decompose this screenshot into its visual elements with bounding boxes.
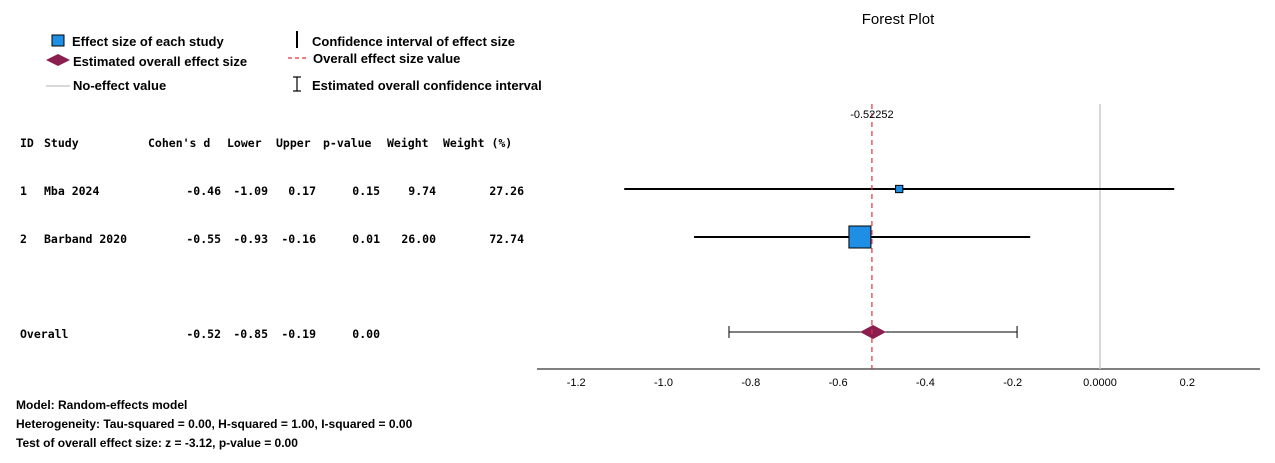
legend-ci: Confidence interval of effect size — [312, 34, 515, 49]
x-tick-label: 0.0000 — [1083, 377, 1117, 389]
legend-overall-marker — [46, 54, 70, 66]
row-cohens-d: -0.55 — [186, 232, 221, 246]
legend-effect-size-marker — [51, 34, 65, 47]
row-cohens-d: -0.46 — [186, 184, 221, 198]
x-tick-label: -0.6 — [829, 377, 848, 389]
legend-estimated-overall-ci: Estimated overall confidence interval — [312, 78, 542, 93]
x-tick-label: -0.4 — [916, 377, 935, 389]
overall-effect-marker — [860, 325, 887, 339]
overall-p-value: 0.00 — [352, 327, 380, 341]
legend-markers — [46, 34, 70, 87]
row-lower: -0.93 — [233, 232, 268, 246]
x-tick-label: 0.2 — [1180, 377, 1195, 389]
row-study: Mba 2024 — [44, 184, 100, 198]
overall-upper: -0.19 — [281, 327, 316, 341]
x-tick-label: -1.2 — [567, 377, 586, 389]
overall-label: Overall — [20, 327, 69, 341]
row-upper: 0.17 — [288, 184, 316, 198]
header-p-value: p-value — [323, 136, 372, 150]
legend-overall-ci-marker — [293, 76, 301, 92]
header-upper: Upper — [276, 136, 311, 150]
footer-model: Model: Random-effects model — [16, 398, 188, 412]
row-id: 1 — [20, 184, 27, 198]
legend-line-markers — [288, 31, 307, 92]
row-p-value: 0.15 — [352, 184, 380, 198]
x-tick-label: -0.8 — [741, 377, 760, 389]
legend-estimated-overall: Estimated overall effect size — [73, 54, 248, 69]
footer-test: Test of overall effect size: z = -3.12, … — [16, 436, 298, 450]
header-study: Study — [44, 136, 79, 150]
header-lower: Lower — [227, 136, 262, 150]
header-weight: Weight — [387, 136, 429, 150]
row-id: 2 — [20, 232, 27, 246]
row-weight: 26.00 — [401, 232, 436, 246]
row-lower: -1.09 — [233, 184, 268, 198]
legend-effect-size: Effect size of each study — [72, 34, 224, 49]
row-study: Barband 2020 — [44, 232, 128, 246]
header-weight-pct: Weight (%) — [443, 136, 513, 150]
legend-overall-value: Overall effect size value — [313, 51, 461, 66]
row-weight-pct: 27.26 — [489, 184, 524, 198]
x-tick-label: -1.0 — [654, 377, 673, 389]
study-effect-marker — [895, 184, 904, 194]
header-id: ID — [20, 136, 34, 150]
overall-effect-label: -0.52252 — [850, 109, 893, 121]
row-weight: 9.74 — [408, 184, 436, 198]
row-weight-pct: 72.74 — [489, 232, 524, 246]
study-effect-marker — [848, 225, 872, 249]
row-upper: -0.16 — [281, 232, 316, 246]
overall-cohens-d: -0.52 — [186, 327, 221, 341]
legend-no-effect: No-effect value — [73, 78, 167, 93]
overall-lower: -0.85 — [233, 327, 268, 341]
footer-heterogeneity: Heterogeneity: Tau-squared = 0.00, H-squ… — [16, 417, 413, 431]
header-cohens-d: Cohen's d — [148, 136, 211, 150]
row-p-value: 0.01 — [352, 232, 380, 246]
chart-title: Forest Plot — [861, 11, 935, 28]
x-tick-label: -0.2 — [1003, 377, 1022, 389]
